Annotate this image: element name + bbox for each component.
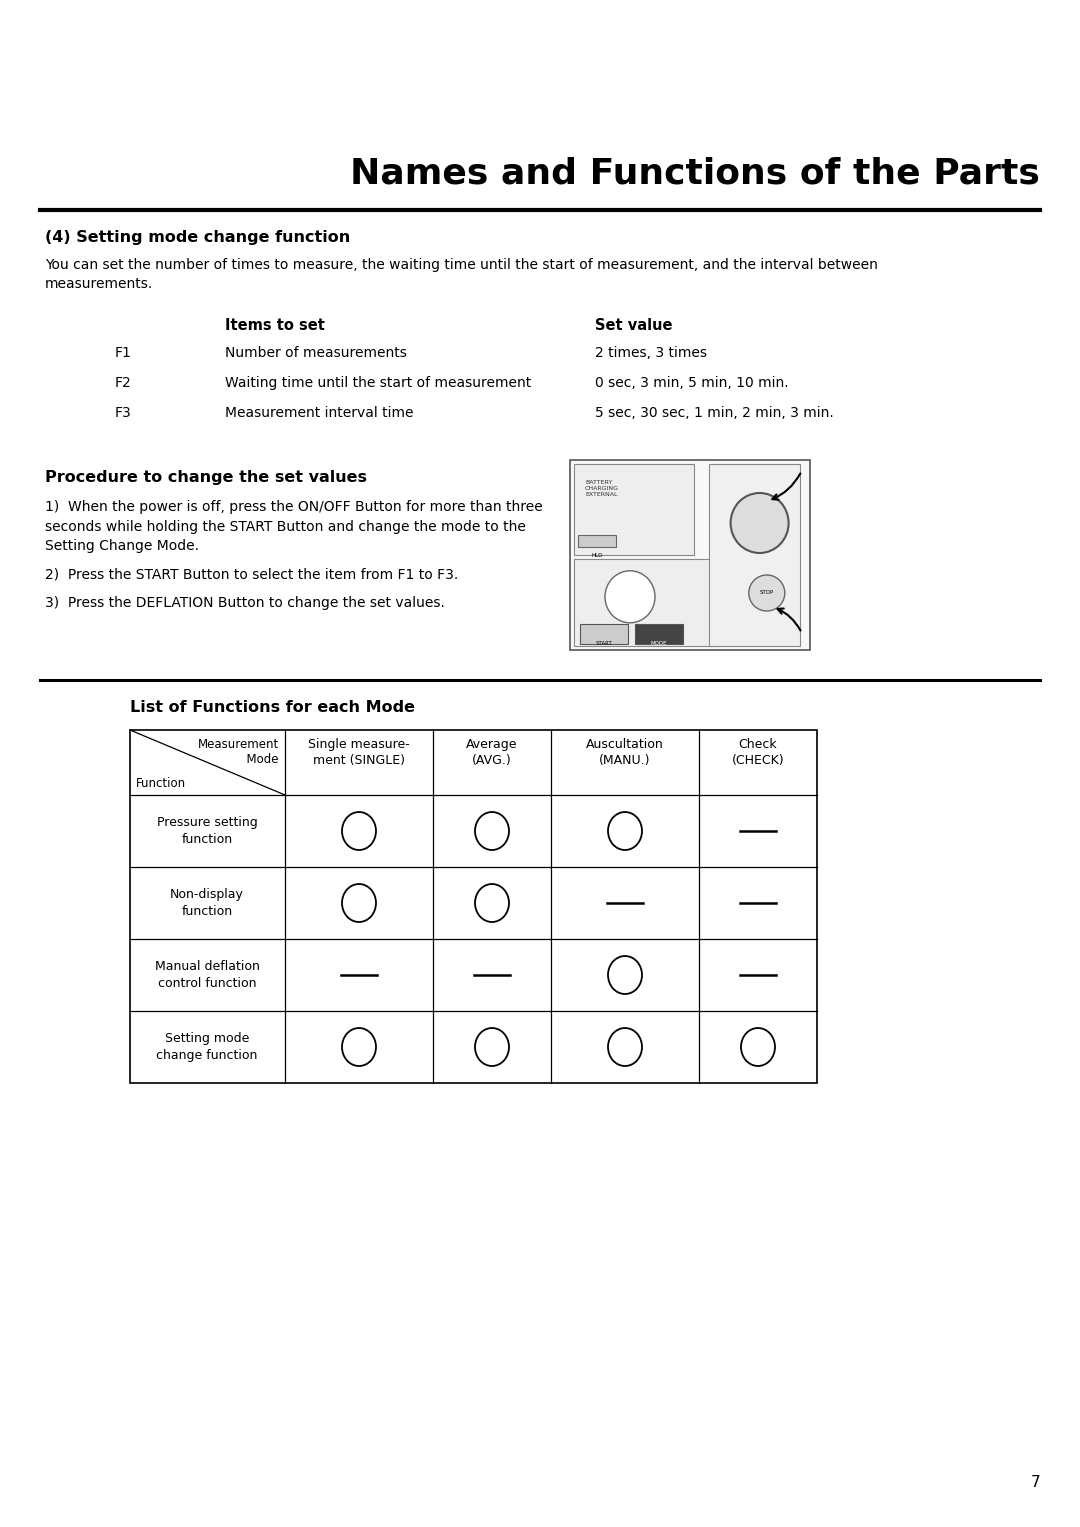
Text: Measurement
      Mode: Measurement Mode <box>198 738 279 767</box>
Text: 2 times, 3 times: 2 times, 3 times <box>595 347 707 360</box>
Ellipse shape <box>342 812 376 851</box>
Text: Set value: Set value <box>595 318 673 333</box>
Bar <box>130 730 816 1083</box>
Text: Procedure to change the set values: Procedure to change the set values <box>45 470 367 486</box>
Bar <box>635 625 683 644</box>
Text: MODE: MODE <box>651 641 667 646</box>
Text: 3)  Press the DEFLATION Button to change the set values.: 3) Press the DEFLATION Button to change … <box>45 596 445 609</box>
Bar <box>573 559 718 646</box>
Text: HLD: HLD <box>592 553 603 557</box>
Text: 0 sec, 3 min, 5 min, 10 min.: 0 sec, 3 min, 5 min, 10 min. <box>595 376 788 389</box>
Text: Setting mode
change function: Setting mode change function <box>157 1032 258 1061</box>
Text: Single measure-
ment (SINGLE): Single measure- ment (SINGLE) <box>308 738 410 767</box>
Bar <box>573 464 694 554</box>
Bar <box>570 460 810 651</box>
Ellipse shape <box>730 493 788 553</box>
Text: List of Functions for each Mode: List of Functions for each Mode <box>130 699 415 715</box>
Text: Manual deflation
control function: Manual deflation control function <box>154 960 259 989</box>
Text: BATTERY
CHARGING
EXTERNAL: BATTERY CHARGING EXTERNAL <box>585 479 619 496</box>
Text: 1)  When the power is off, press the ON/OFF Button for more than three
seconds w: 1) When the power is off, press the ON/O… <box>45 499 543 553</box>
Ellipse shape <box>608 1028 642 1066</box>
Text: Auscultation
(MANU.): Auscultation (MANU.) <box>586 738 664 767</box>
Ellipse shape <box>608 956 642 994</box>
Text: Average
(AVG.): Average (AVG.) <box>467 738 517 767</box>
Text: Number of measurements: Number of measurements <box>225 347 407 360</box>
Ellipse shape <box>741 1028 775 1066</box>
Text: START: START <box>596 641 612 646</box>
Text: F1: F1 <box>114 347 132 360</box>
Ellipse shape <box>748 576 785 611</box>
Text: Waiting time until the start of measurement: Waiting time until the start of measurem… <box>225 376 531 389</box>
Text: Items to set: Items to set <box>225 318 325 333</box>
Text: Check
(CHECK): Check (CHECK) <box>731 738 784 767</box>
Ellipse shape <box>475 1028 509 1066</box>
Text: STOP: STOP <box>759 591 774 596</box>
Ellipse shape <box>342 1028 376 1066</box>
Ellipse shape <box>342 884 376 922</box>
Ellipse shape <box>605 571 654 623</box>
Ellipse shape <box>608 812 642 851</box>
Ellipse shape <box>475 884 509 922</box>
Text: Non-display
function: Non-display function <box>170 889 244 918</box>
Text: F3: F3 <box>114 406 132 420</box>
Text: You can set the number of times to measure, the waiting time until the start of : You can set the number of times to measu… <box>45 258 878 292</box>
Text: 7: 7 <box>1030 1475 1040 1490</box>
Text: 2)  Press the START Button to select the item from F1 to F3.: 2) Press the START Button to select the … <box>45 568 458 582</box>
Text: Function: Function <box>136 777 186 789</box>
Bar <box>710 464 800 646</box>
Text: Measurement interval time: Measurement interval time <box>225 406 414 420</box>
Bar <box>580 625 627 644</box>
Text: Pressure setting
function: Pressure setting function <box>157 815 257 846</box>
Text: 5 sec, 30 sec, 1 min, 2 min, 3 min.: 5 sec, 30 sec, 1 min, 2 min, 3 min. <box>595 406 834 420</box>
Text: Names and Functions of the Parts: Names and Functions of the Parts <box>350 156 1040 189</box>
Ellipse shape <box>475 812 509 851</box>
Text: F2: F2 <box>114 376 132 389</box>
Text: (4) Setting mode change function: (4) Setting mode change function <box>45 231 350 244</box>
Bar <box>578 534 616 547</box>
